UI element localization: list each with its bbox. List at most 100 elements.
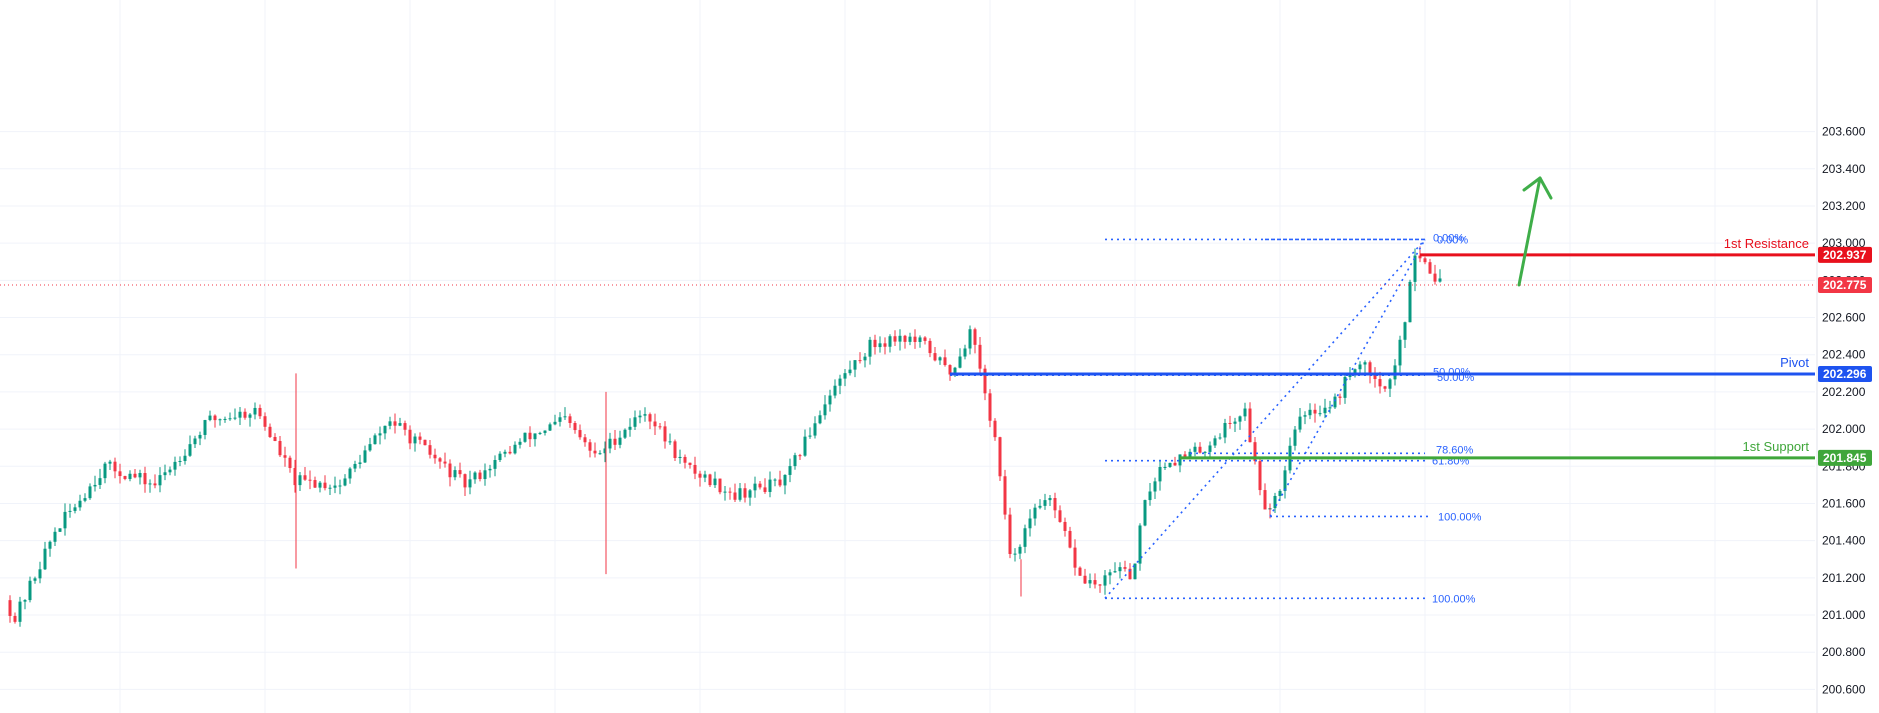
candle-body bbox=[923, 337, 927, 341]
axis-tick-label: 203.400 bbox=[1822, 162, 1866, 176]
level-price-tag-2-bg bbox=[1818, 449, 1872, 466]
candle-body bbox=[178, 460, 182, 462]
candle-body bbox=[298, 475, 302, 486]
candle-body bbox=[1253, 442, 1257, 462]
candle-body bbox=[1008, 514, 1012, 554]
candle-body bbox=[333, 485, 337, 488]
candle-body bbox=[393, 421, 397, 426]
axis-tick-label: 203.600 bbox=[1822, 125, 1866, 139]
candle-body bbox=[1383, 386, 1387, 389]
price-axis: 200.600 200.800 201.000 201.200 201.400 201.6… bbox=[1816, 0, 1872, 713]
level-name-1: Pivot bbox=[1780, 355, 1809, 370]
arrow-shaft bbox=[1517, 176, 1542, 287]
candle-body bbox=[338, 485, 342, 487]
candle-body bbox=[313, 480, 317, 488]
candle-body bbox=[1168, 462, 1172, 467]
candle-body bbox=[788, 466, 792, 475]
candle-body bbox=[468, 479, 472, 488]
candle-body bbox=[958, 356, 962, 368]
candle-body bbox=[143, 473, 147, 485]
candle-body bbox=[848, 369, 852, 374]
candle-body bbox=[1408, 281, 1412, 323]
candle-body bbox=[103, 463, 107, 479]
candle-body bbox=[1388, 379, 1392, 389]
candle-body bbox=[1103, 575, 1107, 586]
arrow-head bbox=[1522, 176, 1553, 200]
candle-body bbox=[693, 464, 697, 474]
candle-body bbox=[588, 442, 592, 451]
candle-body bbox=[228, 418, 232, 420]
candle-body bbox=[1313, 409, 1317, 414]
candle-body bbox=[348, 468, 352, 479]
candle-body bbox=[868, 339, 872, 357]
candle-body bbox=[843, 373, 847, 379]
candle-body bbox=[263, 416, 267, 427]
candle-body bbox=[88, 486, 92, 499]
candle-body bbox=[853, 360, 857, 370]
candle-body bbox=[1223, 422, 1227, 438]
candle-body bbox=[163, 472, 167, 476]
candle-body bbox=[1238, 416, 1242, 422]
candle-body bbox=[63, 511, 67, 529]
candle-body bbox=[188, 444, 192, 456]
candle-body bbox=[543, 430, 547, 433]
candle-body bbox=[1363, 362, 1367, 365]
candle-body bbox=[943, 357, 947, 366]
candle-body bbox=[328, 487, 332, 489]
candle-body bbox=[1053, 498, 1057, 511]
candle-body bbox=[1278, 490, 1282, 496]
candle-body bbox=[303, 475, 307, 480]
candle-body bbox=[238, 411, 242, 418]
current-price-tag: 202.775 bbox=[1823, 278, 1867, 292]
candle-body bbox=[738, 488, 742, 500]
current-price-tag-bg bbox=[1818, 276, 1872, 293]
candle-body bbox=[378, 433, 382, 436]
candle-body bbox=[723, 491, 727, 493]
axis-tick-label: 201.200 bbox=[1822, 571, 1866, 585]
candle-body bbox=[1303, 415, 1307, 417]
candle-body bbox=[133, 473, 137, 478]
candle-body bbox=[458, 470, 462, 475]
candle-body bbox=[898, 335, 902, 342]
candle-body bbox=[1173, 462, 1177, 466]
candle-body bbox=[23, 600, 27, 602]
candle-body bbox=[53, 531, 57, 542]
candle-body bbox=[483, 470, 487, 480]
candle-body bbox=[978, 344, 982, 369]
level-name-2: 1st Support bbox=[1743, 439, 1810, 454]
candle-body bbox=[1113, 571, 1117, 573]
axis-tick-label: 202.200 bbox=[1822, 385, 1866, 399]
candle-body bbox=[918, 337, 922, 342]
candle-body bbox=[58, 528, 62, 532]
candle-body bbox=[1263, 490, 1267, 510]
candle-body bbox=[613, 438, 617, 445]
candle-body bbox=[583, 437, 587, 443]
candle-body bbox=[153, 483, 157, 486]
candle-body bbox=[968, 329, 972, 349]
candle-body bbox=[1148, 491, 1152, 501]
candle-body bbox=[1013, 553, 1017, 555]
candle-body bbox=[183, 455, 187, 461]
candle-body bbox=[218, 419, 222, 421]
candle-body bbox=[438, 458, 442, 462]
candle-body bbox=[1393, 365, 1397, 380]
candle-body bbox=[123, 476, 127, 479]
axis-tick-label: 203.200 bbox=[1822, 199, 1866, 213]
candle-body bbox=[43, 548, 47, 570]
candle-body bbox=[158, 475, 162, 486]
candle-body bbox=[608, 438, 612, 449]
candle-body bbox=[528, 432, 532, 440]
candle-body bbox=[1188, 451, 1192, 457]
candle-body bbox=[358, 462, 362, 464]
candle-body bbox=[413, 436, 417, 444]
candle-body bbox=[113, 461, 117, 472]
candle-body bbox=[73, 507, 77, 511]
candle-body bbox=[733, 492, 737, 500]
candle-body bbox=[1158, 467, 1162, 482]
candle-body bbox=[1323, 407, 1327, 414]
candle-body bbox=[1283, 470, 1287, 491]
fibonacci-retracements: 0.00%0.00%50.00%50.00%78.60%61.80%100.00… bbox=[950, 233, 1482, 605]
candle-body bbox=[213, 415, 217, 421]
candle-body bbox=[118, 471, 122, 477]
